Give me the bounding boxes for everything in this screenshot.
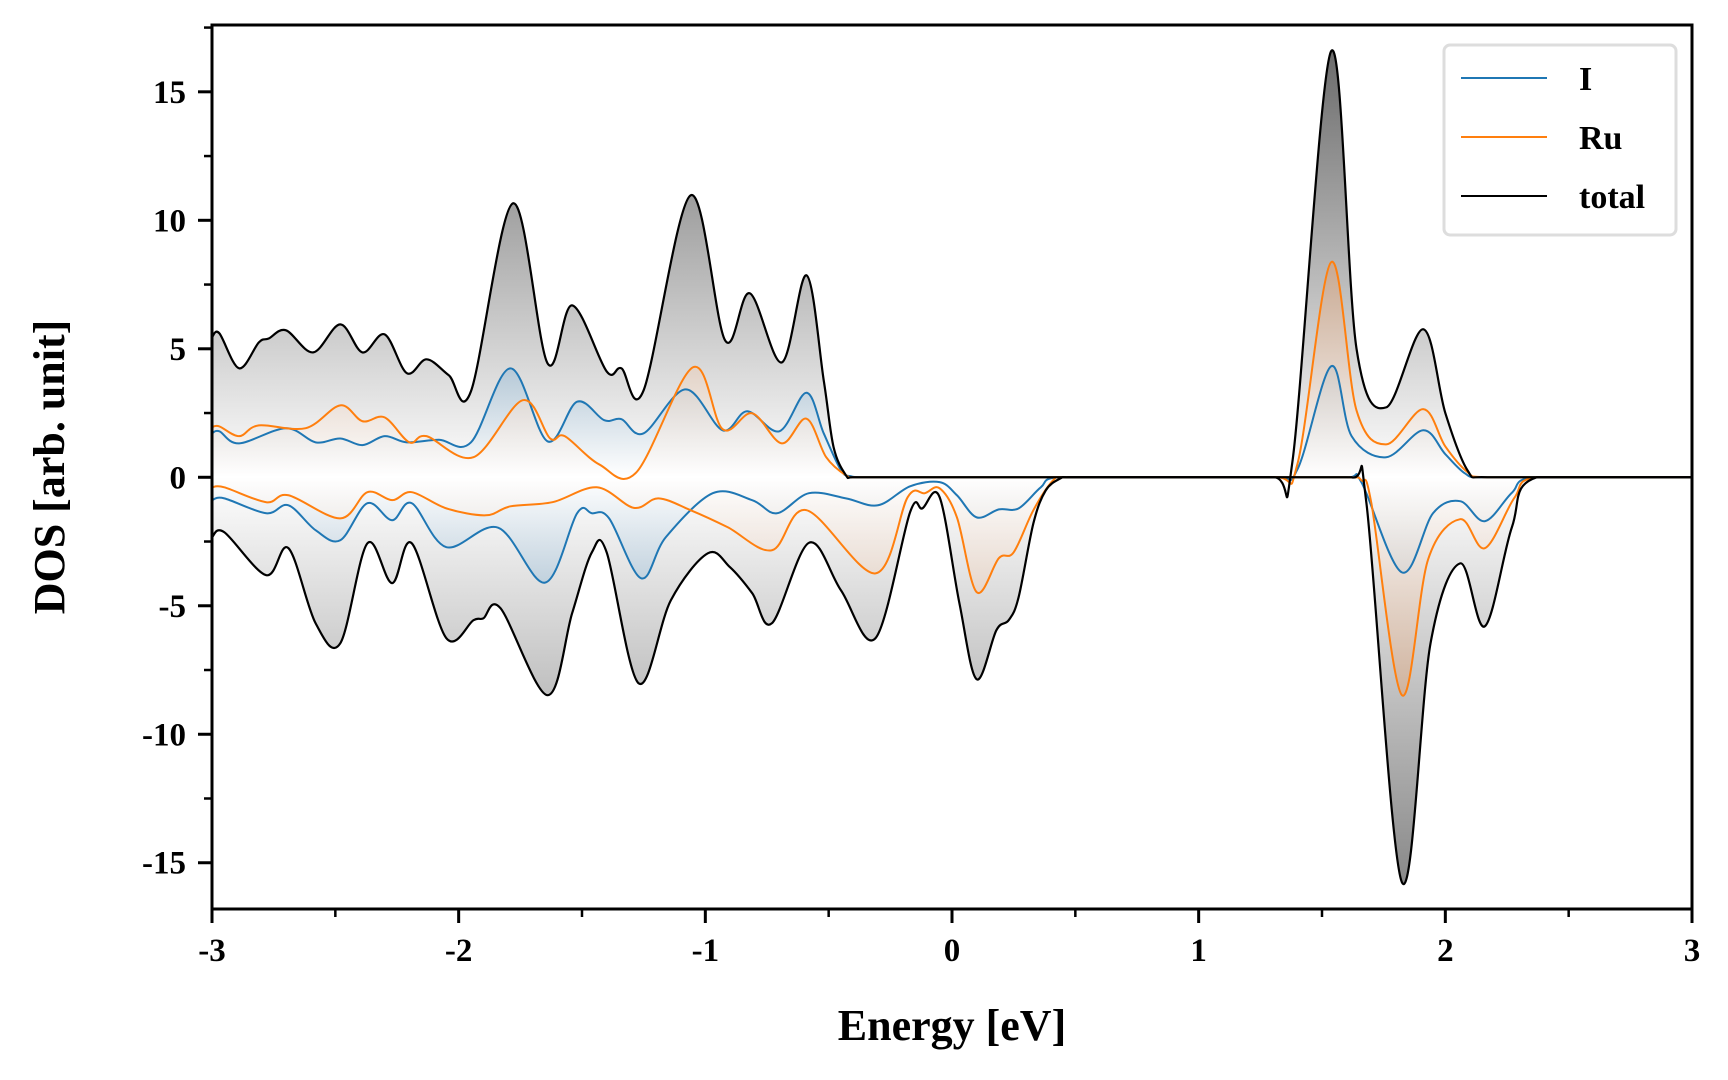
y-tick-labels: -15 -10 -5 0 5 10 15 xyxy=(142,75,186,882)
x-tick-label: 2 xyxy=(1437,933,1454,969)
legend: I Ru total xyxy=(1442,43,1678,237)
legend-item-i: I xyxy=(1461,61,1592,98)
y-tick-label: 15 xyxy=(153,75,186,111)
x-tick-label: 3 xyxy=(1684,933,1701,969)
line-total-up xyxy=(212,49,1692,499)
line-ru-up xyxy=(212,261,1692,485)
x-tick-label: -3 xyxy=(198,933,226,969)
x-axis-label: Energy [eV] xyxy=(838,1001,1067,1050)
line-ru-down xyxy=(212,475,1692,697)
series-lines xyxy=(212,49,1692,886)
x-tick-label: -1 xyxy=(692,933,720,969)
legend-label: I xyxy=(1579,61,1592,98)
legend-box xyxy=(1442,43,1678,237)
legend-item-ru: Ru xyxy=(1461,120,1622,157)
legend-label: Ru xyxy=(1579,120,1622,157)
fill-i-down xyxy=(212,474,1692,583)
fill-total-down xyxy=(212,465,1692,885)
x-tick-label: 1 xyxy=(1190,933,1207,969)
y-tick-label: 5 xyxy=(170,332,187,368)
legend-label: total xyxy=(1579,179,1645,216)
y-tick-label: 0 xyxy=(170,460,187,496)
line-i-down xyxy=(212,473,1692,584)
y-tick-label: -10 xyxy=(142,717,186,753)
x-tick-label: -2 xyxy=(445,933,473,969)
y-tick-label: 10 xyxy=(153,203,186,239)
y-axis-label: DOS [arb. unit] xyxy=(25,320,74,615)
x-tick-labels: -3 -2 -1 0 1 2 3 xyxy=(198,933,1700,969)
y-tick-label: -15 xyxy=(142,846,186,882)
fill-ru-up xyxy=(212,261,1692,484)
line-i-up xyxy=(212,365,1692,481)
axis-ticks xyxy=(198,26,1694,923)
y-tick-label: -5 xyxy=(159,589,187,625)
legend-item-total: total xyxy=(1461,179,1645,216)
line-total-down xyxy=(212,464,1692,886)
x-tick-label: 0 xyxy=(944,933,961,969)
